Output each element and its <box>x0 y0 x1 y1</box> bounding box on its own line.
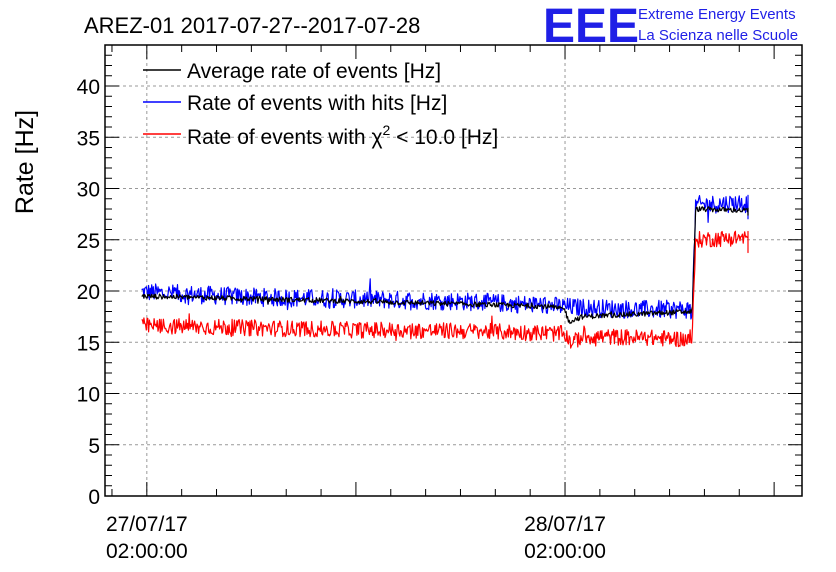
x-tick-label: 27/07/17 02:00:00 <box>106 513 188 563</box>
eee-logo: EEE Extreme Energy Events La Scienza nel… <box>543 0 798 53</box>
legend-chi2-symbol: χ <box>371 126 382 149</box>
y-tick-label: 0 <box>88 486 100 509</box>
logo-line-1: Extreme Energy Events <box>638 6 796 23</box>
chart-title: AREZ-01 2017-07-27--2017-07-28 <box>84 13 420 38</box>
series-group <box>141 194 749 349</box>
series-chi2-line <box>141 230 749 349</box>
legend-chi2-superscript: 2 <box>382 122 390 138</box>
y-tick-label: 15 <box>77 332 100 355</box>
legend: Average rate of events [Hz] Rate of even… <box>143 60 498 149</box>
y-tick-label: 35 <box>77 127 100 150</box>
legend-label-average: Average rate of events [Hz] <box>187 60 441 83</box>
axes: 0 5 10 15 20 25 30 35 40 27/07/17 02:00:00 28/07/17… <box>77 44 802 563</box>
legend-label-chi2: Rate of events with χ2 < 10.0 [Hz] <box>187 122 498 149</box>
legend-label-hits: Rate of events with hits [Hz] <box>187 92 447 115</box>
y-tick-label: 10 <box>77 384 100 407</box>
y-axis-label: Rate [Hz] <box>11 110 39 214</box>
y-tick-label: 40 <box>77 76 100 99</box>
legend-chi2-suffix: < 10.0 [Hz] <box>390 126 498 149</box>
logo-line-2: La Scienza nelle Scuole <box>638 27 798 44</box>
legend-chi2-prefix: Rate of events with <box>187 126 371 149</box>
y-tick-label: 30 <box>77 179 100 202</box>
logo-letters: EEE <box>543 0 639 53</box>
series-hits-line <box>141 194 749 320</box>
y-tick-label: 25 <box>77 230 100 253</box>
y-tick-label: 20 <box>77 281 100 304</box>
series-average-line <box>141 206 749 325</box>
y-tick-label: 5 <box>88 435 100 458</box>
x-tick-label: 28/07/17 02:00:00 <box>524 513 606 563</box>
